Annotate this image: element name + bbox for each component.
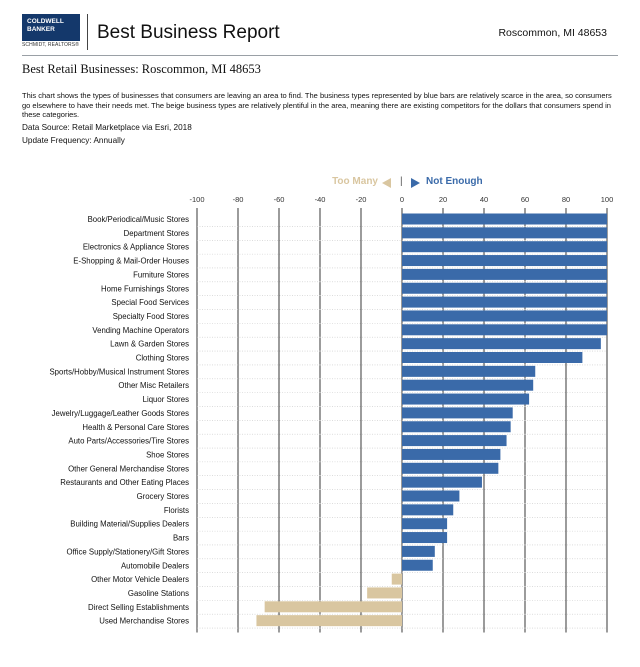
chart-legend: Too Many | Not Enough xyxy=(0,176,640,192)
update-frequency: Update Frequency: Annually xyxy=(22,136,125,145)
category-label: Home Furnishings Stores xyxy=(101,284,189,293)
report-location: Roscommon, MI 48653 xyxy=(498,27,607,39)
category-label: Furniture Stores xyxy=(133,270,189,279)
category-label: Grocery Stores xyxy=(137,492,190,501)
category-label: Sports/Hobby/Musical Instrument Stores xyxy=(49,367,189,376)
page-subtitle: Best Retail Businesses: Roscommon, MI 48… xyxy=(22,62,261,76)
bar xyxy=(402,338,601,350)
bar xyxy=(402,393,530,405)
logo-line-1: COLDWELL xyxy=(27,18,64,25)
bar xyxy=(391,573,402,585)
bar xyxy=(402,407,513,419)
bar xyxy=(402,435,507,447)
category-label: Clothing Stores xyxy=(136,354,189,363)
bar xyxy=(402,352,583,363)
bar xyxy=(402,532,448,544)
logo-subtitle: SCHMIDT, REALTORS® xyxy=(22,42,79,48)
x-tick-label: 100 xyxy=(601,195,614,204)
x-tick-label: 60 xyxy=(521,195,529,204)
legend-too-many: Too Many xyxy=(332,176,378,187)
bar xyxy=(402,365,536,377)
bar xyxy=(402,476,482,488)
category-label: Other Misc Retailers xyxy=(118,381,189,390)
category-label: Direct Selling Establishments xyxy=(88,603,189,612)
bar xyxy=(402,448,501,460)
category-label: Other Motor Vehicle Dealers xyxy=(91,575,189,584)
category-label: Jewelry/Luggage/Leather Goods Stores xyxy=(52,409,189,418)
bar xyxy=(402,504,454,516)
category-label: Used Merchandise Stores xyxy=(99,617,189,626)
category-label: E-Shopping & Mail-Order Houses xyxy=(73,257,189,266)
legend-separator: | xyxy=(400,176,403,187)
category-label: Gasoline Stations xyxy=(128,589,189,598)
x-tick-label: -40 xyxy=(315,195,326,204)
bar xyxy=(402,421,511,433)
bar xyxy=(402,255,607,267)
category-label: Health & Personal Care Stores xyxy=(82,423,189,432)
data-source: Data Source: Retail Marketplace via Esri… xyxy=(22,123,192,132)
category-label: Vending Machine Operators xyxy=(92,326,189,335)
bar xyxy=(402,241,607,253)
category-label: Shoe Stores xyxy=(146,450,189,459)
category-label: Florists xyxy=(164,506,189,515)
logo-line-2: BANKER xyxy=(27,25,55,33)
report-header: COLDWELL BANKER SCHMIDT, REALTORS® Best … xyxy=(0,0,640,56)
bar xyxy=(402,379,534,391)
category-label: Specialty Food Stores xyxy=(113,312,189,321)
bar xyxy=(402,545,435,557)
bar xyxy=(402,324,607,336)
x-tick-label: 80 xyxy=(562,195,570,204)
bar xyxy=(402,559,433,571)
x-tick-label: -100 xyxy=(189,195,204,204)
chart-description: This chart shows the types of businesses… xyxy=(22,91,612,120)
bar xyxy=(402,518,448,530)
category-label: Other General Merchandise Stores xyxy=(68,464,189,473)
category-label: Book/Periodical/Music Stores xyxy=(88,215,190,224)
x-tick-label: -60 xyxy=(274,195,285,204)
category-label: Electronics & Appliance Stores xyxy=(83,243,189,252)
category-label: Liquor Stores xyxy=(143,395,189,404)
arrow-left-icon xyxy=(382,178,391,188)
x-tick-label: -80 xyxy=(233,195,244,204)
category-label: Special Food Services xyxy=(111,298,189,307)
arrow-right-icon xyxy=(411,178,420,188)
bar xyxy=(402,213,607,225)
bar xyxy=(402,282,607,294)
bar xyxy=(264,601,402,613)
category-label: Restaurants and Other Eating Places xyxy=(60,478,189,487)
logo-badge: COLDWELL BANKER xyxy=(22,14,80,41)
bar-chart: -100 -80 -60 -40 -20 0 20 40 60 80 100 Book/Periodi… xyxy=(49,195,614,633)
bar xyxy=(367,587,402,599)
header-divider xyxy=(87,14,88,50)
header-rule xyxy=(22,55,618,56)
x-tick-label: -20 xyxy=(356,195,367,204)
category-label: Building Material/Supplies Dealers xyxy=(70,520,189,529)
category-label: Automobile Dealers xyxy=(121,561,189,570)
category-label: Auto Parts/Accessories/Tire Stores xyxy=(68,437,189,446)
bar xyxy=(256,615,402,627)
category-label: Bars xyxy=(173,534,189,543)
report-title: Best Business Report xyxy=(97,22,280,43)
category-label: Lawn & Garden Stores xyxy=(110,340,189,349)
bar xyxy=(402,310,607,322)
category-label: Department Stores xyxy=(124,229,190,238)
x-tick-label: 20 xyxy=(439,195,447,204)
x-tick-label: 40 xyxy=(480,195,488,204)
bar xyxy=(402,296,607,308)
bar xyxy=(402,227,607,239)
legend-not-enough: Not Enough xyxy=(426,176,483,187)
bar xyxy=(402,268,607,280)
x-tick-label: 0 xyxy=(400,195,404,204)
category-label: Office Supply/Stationery/Gift Stores xyxy=(67,547,190,556)
bar xyxy=(402,462,499,474)
company-logo: COLDWELL BANKER SCHMIDT, REALTORS® xyxy=(22,14,80,50)
bar xyxy=(402,490,460,502)
